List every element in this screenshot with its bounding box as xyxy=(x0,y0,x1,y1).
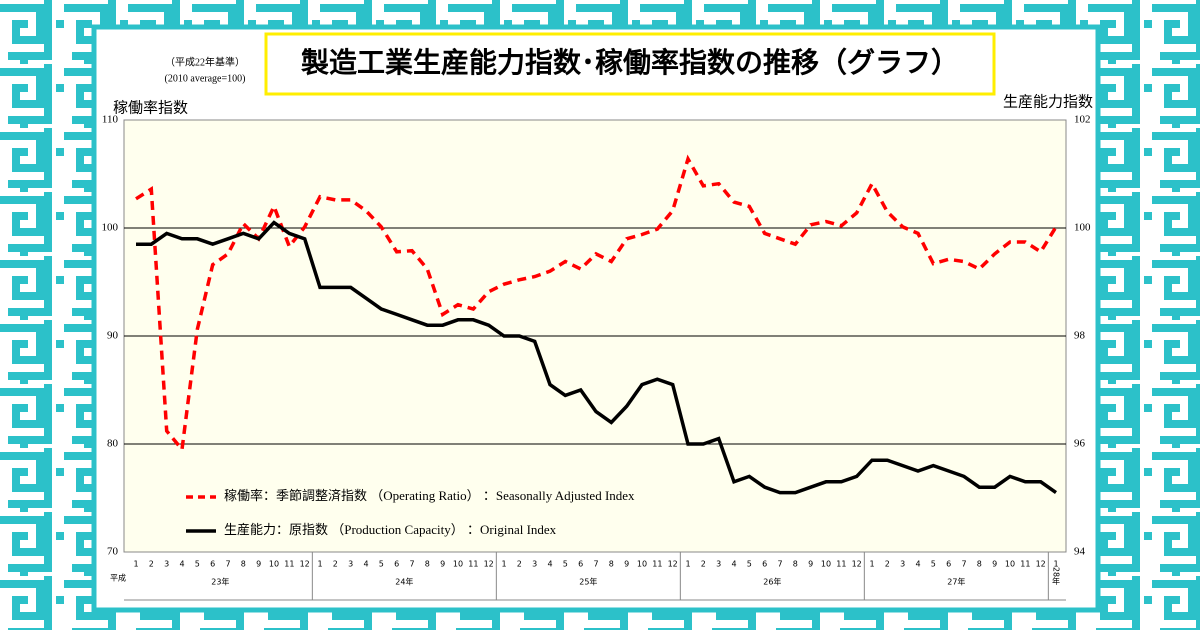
x-tick-label: 11 xyxy=(836,560,846,569)
x-tick-label: 2 xyxy=(149,560,154,569)
x-tick-label: 4 xyxy=(363,560,368,569)
x-tick-label: 6 xyxy=(946,560,951,569)
x-tick-label: 11 xyxy=(652,560,662,569)
series-line xyxy=(135,154,1058,454)
x-tick-label: 2 xyxy=(333,560,338,569)
x-tick-label: 8 xyxy=(793,560,798,569)
year-label: 27年 xyxy=(947,577,965,587)
x-tick-label: 5 xyxy=(195,560,200,569)
x-tick-label: 3 xyxy=(164,560,169,569)
x-tick-label: 4 xyxy=(547,560,552,569)
x-tick-label: 5 xyxy=(747,560,752,569)
x-tick-label: 1 xyxy=(133,560,138,569)
y2-tick-label: 100 xyxy=(1074,222,1091,234)
x-tick-label: 4 xyxy=(731,560,736,569)
x-tick-label: 11 xyxy=(468,560,478,569)
era-label: 平成 xyxy=(110,573,126,583)
x-tick-label: 6 xyxy=(394,560,399,569)
x-tick-label: 2 xyxy=(701,560,706,569)
x-tick-label: 10 xyxy=(637,560,647,569)
y-tick-label: 110 xyxy=(102,114,119,126)
x-tick-label: 7 xyxy=(225,560,230,569)
x-tick-label: 1 xyxy=(869,560,874,569)
x-tick-label: 1 xyxy=(317,560,322,569)
x-tick-label: 3 xyxy=(900,560,905,569)
x-tick-label: 5 xyxy=(379,560,384,569)
y-tick-label: 80 xyxy=(107,438,119,450)
x-tick-label: 7 xyxy=(409,560,414,569)
x-tick-label: 7 xyxy=(961,560,966,569)
x-tick-label: 9 xyxy=(624,560,629,569)
x-tick-label: 6 xyxy=(210,560,215,569)
x-tick-label: 12 xyxy=(668,560,678,569)
x-tick-label: 1 xyxy=(501,560,506,569)
legend-label: 稼働率：季節調整済指数 （Operating Ratio） ：Seasonall… xyxy=(224,488,635,503)
y2-tick-label: 94 xyxy=(1074,546,1086,558)
x-tick-label: 2 xyxy=(517,560,522,569)
x-tick-label: 3 xyxy=(716,560,721,569)
x-tick-label: 9 xyxy=(808,560,813,569)
x-tick-label: 11 xyxy=(1020,560,1030,569)
x-tick-label: 8 xyxy=(609,560,614,569)
year-label: 26年 xyxy=(763,577,781,587)
y-axis-title: 稼働率指数 xyxy=(113,99,188,117)
x-tick-label: 9 xyxy=(992,560,997,569)
x-tick-label: 8 xyxy=(425,560,430,569)
y-tick-label: 70 xyxy=(107,546,119,558)
year-label: 28年 xyxy=(1052,567,1061,586)
year-label: 24年 xyxy=(395,577,413,587)
x-tick-label: 1 xyxy=(685,560,690,569)
x-tick-label: 2 xyxy=(885,560,890,569)
y-tick-label: 100 xyxy=(102,222,119,234)
x-tick-label: 8 xyxy=(977,560,982,569)
year-label: 23年 xyxy=(211,577,229,587)
series-line xyxy=(136,220,1058,495)
x-tick-label: 10 xyxy=(1005,560,1015,569)
x-tick-label: 12 xyxy=(484,560,494,569)
x-tick-label: 7 xyxy=(593,560,598,569)
x-tick-label: 3 xyxy=(348,560,353,569)
x-tick-label: 10 xyxy=(269,560,279,569)
x-tick-label: 10 xyxy=(453,560,463,569)
title-box xyxy=(264,32,996,96)
y2-tick-label: 96 xyxy=(1074,438,1086,450)
x-tick-label: 12 xyxy=(852,560,862,569)
x-tick-label: 10 xyxy=(821,560,831,569)
note: （平成22年基準） xyxy=(165,55,245,68)
x-tick-label: 1 xyxy=(1053,560,1058,569)
legend-label: 生産能力：原指数 （Production Capacity） ：Original… xyxy=(224,522,557,537)
year-label: 25年 xyxy=(579,577,597,587)
x-tick-label: 4 xyxy=(179,560,184,569)
y2-tick-label: 98 xyxy=(1074,330,1086,342)
y-tick-label: 90 xyxy=(107,330,119,342)
x-tick-label: 12 xyxy=(300,560,310,569)
x-tick-label: 11 xyxy=(284,560,294,569)
x-tick-label: 6 xyxy=(578,560,583,569)
x-tick-label: 9 xyxy=(440,560,445,569)
x-tick-label: 8 xyxy=(241,560,246,569)
y2-axis-title: 生産能力指数 xyxy=(1003,93,1093,111)
x-tick-label: 5 xyxy=(931,560,936,569)
x-tick-label: 6 xyxy=(762,560,767,569)
x-tick-label: 3 xyxy=(532,560,537,569)
x-tick-label: 7 xyxy=(777,560,782,569)
note: (2010 average=100) xyxy=(165,73,246,84)
chart-title: 製造工業生産能力指数･稼働率指数の推移（グラフ） xyxy=(301,46,959,79)
x-tick-label: 4 xyxy=(915,560,920,569)
x-tick-label: 5 xyxy=(563,560,568,569)
x-tick-label: 9 xyxy=(256,560,261,569)
y2-tick-label: 102 xyxy=(1074,114,1091,126)
x-tick-label: 12 xyxy=(1036,560,1046,569)
